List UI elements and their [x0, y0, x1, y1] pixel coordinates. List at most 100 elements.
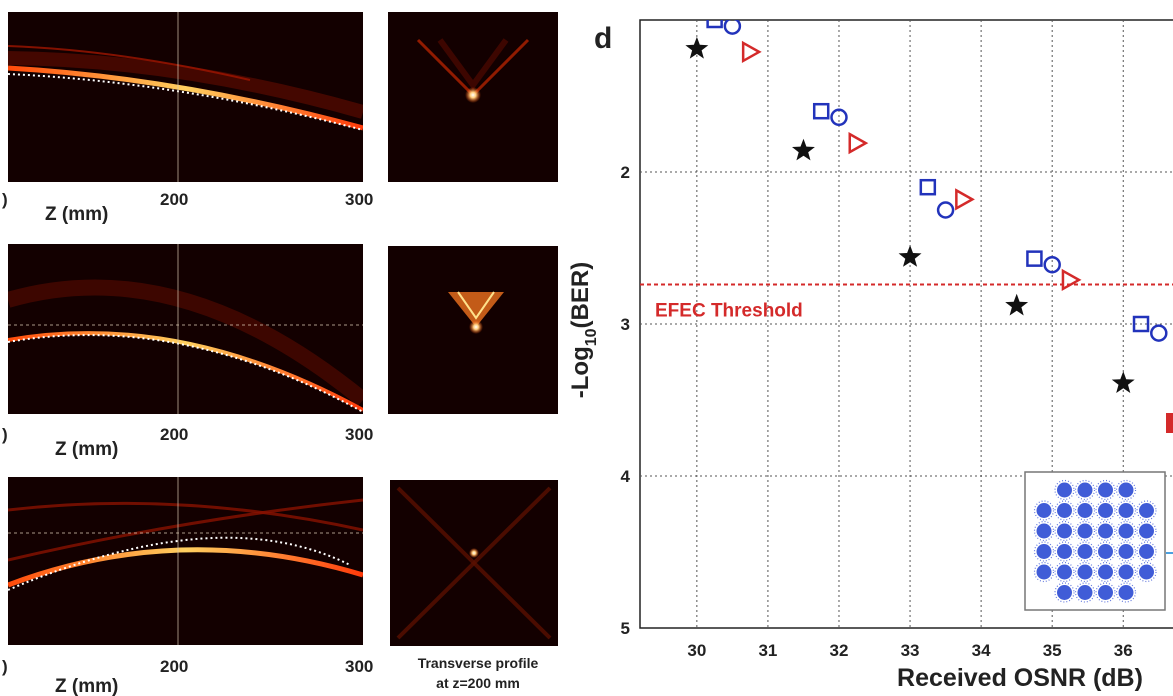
constellation-spread — [1095, 541, 1116, 562]
transverse-caption-line2: at z=200 mm — [436, 675, 520, 691]
inset-frame — [1024, 471, 1166, 611]
constellation-point — [1057, 523, 1072, 539]
constellation-point — [1057, 544, 1072, 559]
profile-fan-inner — [437, 38, 509, 91]
x-axis-label: Received OSNR (dB) — [897, 664, 1143, 692]
transverse-caption-line1: Transverse profile — [418, 655, 539, 671]
propagation-panel-1 — [8, 12, 363, 182]
constellation-point — [1036, 523, 1052, 539]
data-markers — [685, 20, 1173, 433]
tick-left: ) — [2, 190, 8, 209]
constellation-spread — [1095, 582, 1116, 603]
constellation-point — [1057, 482, 1072, 498]
threshold-label: EFEC Threshold — [655, 300, 803, 321]
constellation-spread — [1033, 541, 1055, 562]
transverse-profile-3 — [390, 480, 558, 646]
constellation-point — [1077, 585, 1093, 600]
constellation-spread — [1074, 500, 1096, 521]
x-tick-label: 35 — [1043, 641, 1062, 660]
tick-200: 200 — [160, 425, 188, 444]
constellation-spread — [1136, 500, 1157, 521]
y-label-main: -Log — [567, 346, 594, 398]
constellation-spread — [1074, 561, 1096, 583]
tick-300: 300 — [345, 657, 373, 676]
constellation-spread — [1033, 500, 1055, 521]
beam-center-dotted — [8, 334, 363, 413]
z-axis-label: Z (mm) — [45, 204, 108, 225]
constellation-spread — [1095, 500, 1116, 521]
y-tick-label: 5 — [621, 619, 630, 638]
star-marker — [898, 245, 922, 267]
constellation-spread — [1054, 561, 1075, 583]
constellation-spread — [1074, 479, 1096, 501]
constellation-point — [1139, 544, 1154, 559]
constellation-spread — [1136, 520, 1157, 542]
constellation-spread — [1074, 582, 1096, 603]
circle-marker — [723, 20, 742, 35]
profile-spot — [469, 320, 483, 334]
beam-center-dotted — [8, 73, 363, 131]
constellation-point — [1118, 585, 1134, 600]
constellation-point — [1098, 544, 1113, 559]
y-tick-label: 4 — [621, 467, 631, 486]
side-lobe — [8, 501, 363, 532]
x-tick-label: 36 — [1114, 641, 1133, 660]
x-tick-label: 30 — [687, 641, 706, 660]
constellation-spread — [1054, 500, 1075, 521]
triangle-marker — [848, 131, 869, 155]
transverse-profile-2 — [388, 246, 558, 414]
x-tick-label: 34 — [972, 641, 991, 660]
constellation-point — [1098, 482, 1113, 498]
z-axis-label: Z (mm) — [55, 676, 118, 696]
constellation-point — [1139, 523, 1154, 539]
constellation-spread — [1115, 561, 1137, 583]
profile-spot — [465, 87, 481, 103]
constellation-spread — [1033, 520, 1055, 542]
beam-trace — [8, 65, 363, 131]
constellation-spread — [1054, 582, 1075, 603]
x-tick-label: 31 — [758, 641, 777, 660]
transverse-profile-1 — [388, 12, 558, 182]
constellation-spread — [1095, 479, 1116, 501]
constellation-point — [1077, 564, 1093, 580]
square-marker — [919, 178, 937, 196]
constellation-spread — [1074, 541, 1096, 562]
tick-left: ) — [2, 657, 8, 676]
constellation-point — [1057, 564, 1072, 580]
beam-halo — [8, 51, 363, 119]
constellation-spread — [1054, 479, 1075, 501]
constellation-spread — [1136, 541, 1157, 562]
star-marker — [792, 138, 815, 161]
tick-300: 300 — [345, 190, 373, 209]
constellation-point — [1036, 564, 1052, 580]
panel-letter: d — [594, 22, 612, 55]
circle-marker — [830, 108, 848, 127]
side-lobe — [8, 498, 363, 562]
circle-marker — [1150, 324, 1168, 342]
profile-spot — [469, 548, 479, 558]
triangle-marker — [741, 40, 762, 64]
star-marker — [685, 36, 709, 59]
constellation-point — [1139, 503, 1154, 518]
square-marker — [1026, 250, 1043, 267]
profile-wedge — [448, 292, 504, 327]
constellation-spread — [1115, 582, 1137, 603]
y-tick-label: 2 — [621, 163, 630, 182]
constellation-point — [1036, 503, 1052, 518]
propagation-panel-3 — [8, 477, 363, 645]
z-axis-label: Z (mm) — [55, 439, 118, 460]
y-label-sub: 10 — [583, 328, 600, 346]
tick-200: 200 — [160, 190, 188, 209]
square-marker — [812, 102, 830, 120]
star-marker — [1005, 293, 1029, 316]
left-axis-labels: ) 200 300 Z (mm) ) 200 300 Z (mm) ) 200 … — [2, 190, 539, 696]
constellation-spread — [1095, 561, 1116, 583]
constellation-spread — [1115, 541, 1137, 562]
constellation-point — [1077, 544, 1093, 559]
grid — [640, 20, 1173, 628]
beam-halo — [8, 279, 363, 407]
constellation-spread — [1095, 520, 1116, 542]
constellation-point — [1098, 523, 1113, 539]
